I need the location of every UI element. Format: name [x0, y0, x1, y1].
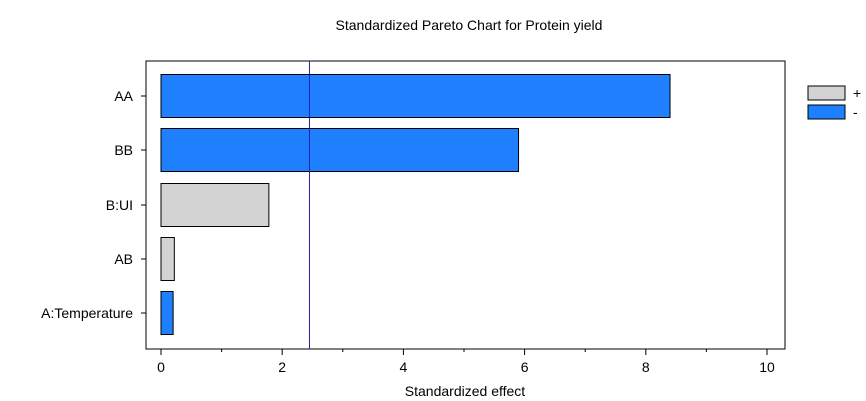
bar-bb — [160, 128, 520, 172]
x-tick-label: 10 — [759, 359, 775, 375]
x-tick-label: 0 — [157, 359, 165, 375]
x-axis-label: Standardized effect — [405, 383, 525, 399]
category-label: B:UI — [106, 197, 133, 213]
x-tick-label: 2 — [278, 359, 286, 375]
x-tick-label: 4 — [400, 359, 408, 375]
chart-title: Standardized Pareto Chart for Protein yi… — [336, 17, 603, 33]
x-tick-label: 6 — [521, 359, 529, 375]
legend: +- — [807, 85, 861, 120]
legend-label: + — [853, 85, 861, 101]
x-axis: 0 2 4 6 8 10 — [157, 349, 775, 375]
category-label: AB — [114, 251, 133, 267]
legend-swatch — [807, 85, 846, 101]
legend-swatch — [807, 104, 846, 120]
bar-b-ui — [160, 183, 270, 227]
x-tick-label: 8 — [642, 359, 650, 375]
bar-ab — [160, 237, 175, 281]
category-labels: AA BB B:UI AB A:Temperature — [41, 88, 146, 321]
bar-a-temperature — [160, 291, 174, 335]
bar-aa — [160, 74, 671, 118]
category-label: AA — [114, 88, 133, 104]
category-label: BB — [114, 142, 133, 158]
category-label: A:Temperature — [41, 305, 133, 321]
bars-layer — [160, 74, 671, 335]
legend-label: - — [853, 104, 858, 120]
